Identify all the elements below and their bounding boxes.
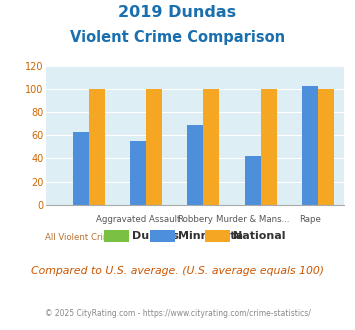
Text: Minnesota: Minnesota	[178, 231, 244, 241]
Bar	[261, 89, 277, 205]
Bar	[245, 156, 261, 205]
Text: Aggravated Assault: Aggravated Assault	[96, 214, 180, 223]
Text: Robbery: Robbery	[177, 214, 213, 223]
Bar	[89, 89, 105, 205]
Bar	[187, 125, 203, 205]
Text: Dundas: Dundas	[132, 231, 179, 241]
Bar	[146, 89, 162, 205]
Text: Rape: Rape	[299, 214, 321, 223]
Bar	[318, 89, 334, 205]
Text: All Violent Crime: All Violent Crime	[45, 233, 116, 242]
Text: 2019 Dundas: 2019 Dundas	[119, 5, 236, 20]
Bar	[72, 132, 89, 205]
Text: National: National	[234, 231, 286, 241]
Text: Violent Crime Comparison: Violent Crime Comparison	[70, 30, 285, 45]
Bar	[203, 89, 219, 205]
Bar	[130, 141, 146, 205]
Text: © 2025 CityRating.com - https://www.cityrating.com/crime-statistics/: © 2025 CityRating.com - https://www.city…	[45, 309, 310, 317]
Text: Murder & Mans...: Murder & Mans...	[216, 214, 289, 223]
Text: Compared to U.S. average. (U.S. average equals 100): Compared to U.S. average. (U.S. average …	[31, 266, 324, 276]
Bar	[302, 85, 318, 205]
